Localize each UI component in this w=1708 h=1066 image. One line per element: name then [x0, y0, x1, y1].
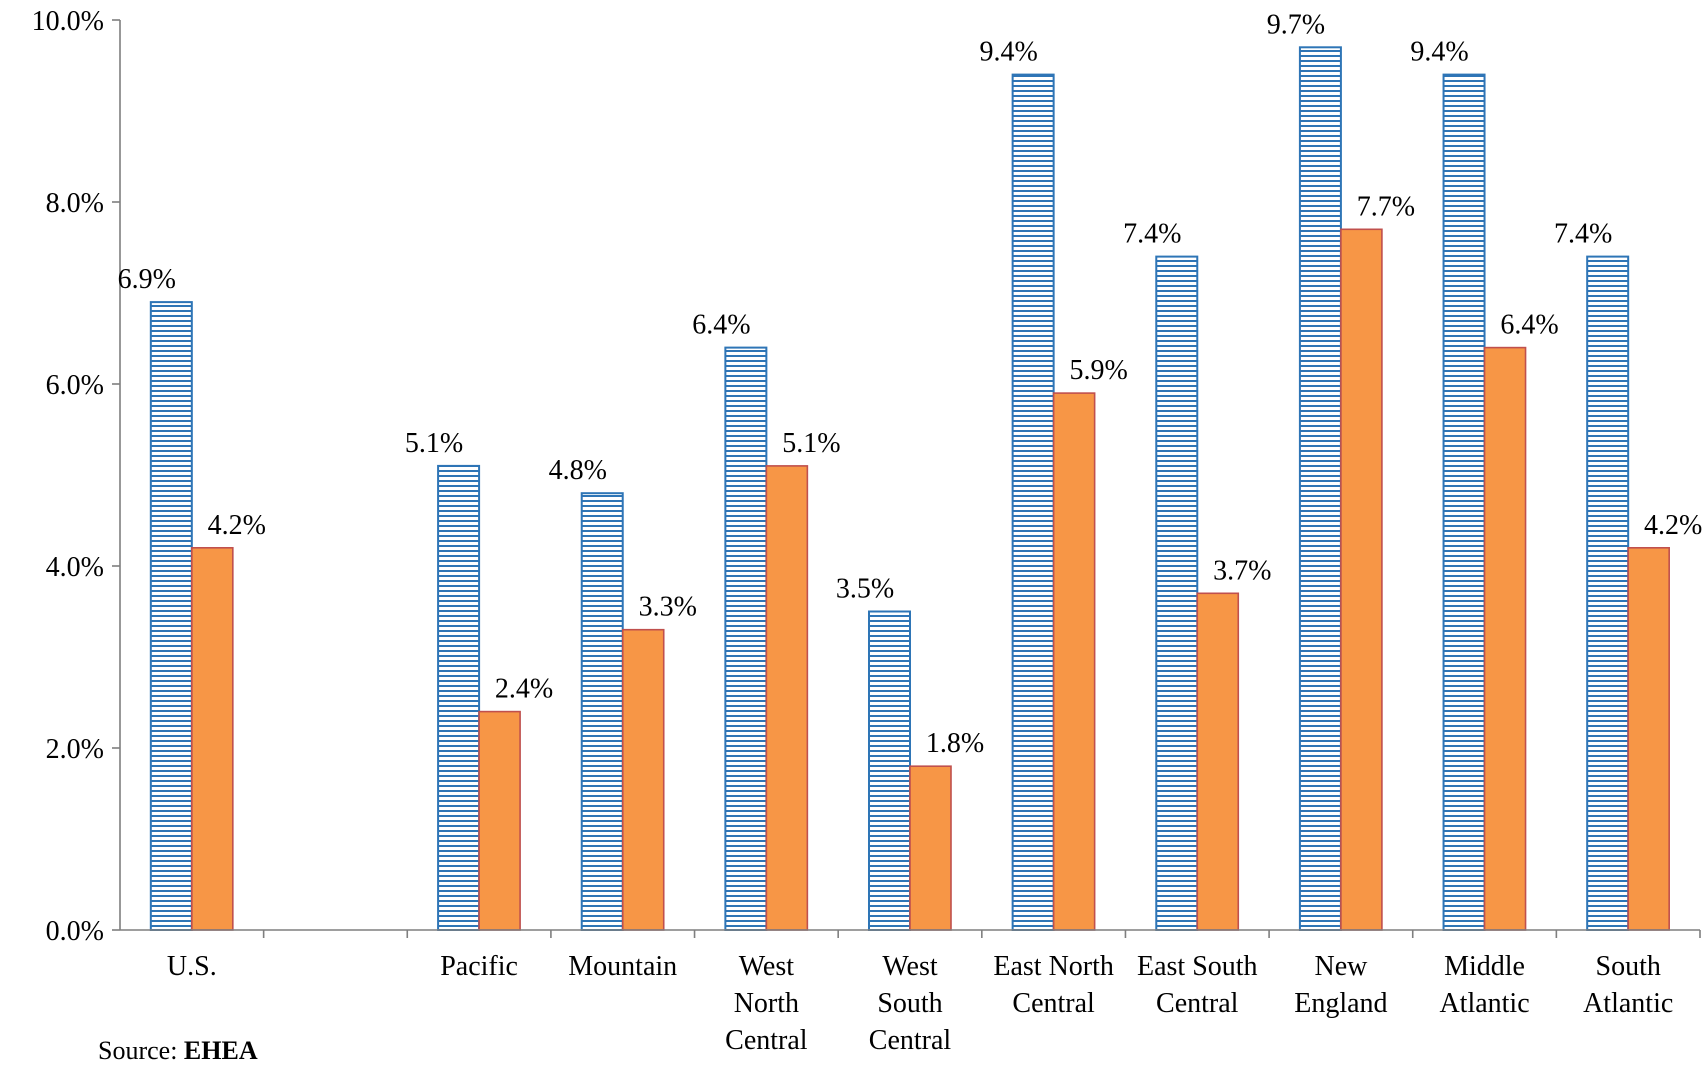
bar-series-1: [868, 610, 911, 931]
bar-series-1: [149, 301, 193, 932]
bar-data-label: 1.8%: [926, 728, 984, 759]
bar-series-2: [765, 465, 809, 931]
bar-series-1: [1298, 46, 1342, 932]
bar-data-label: 7.4%: [1554, 219, 1612, 250]
bar-data-label: 3.7%: [1213, 555, 1271, 586]
bar-series-2: [1483, 346, 1527, 931]
bar-data-label: 4.2%: [1644, 510, 1702, 541]
bar-data-label: 7.7%: [1357, 191, 1415, 222]
source-name: EHEA: [183, 1036, 258, 1065]
bar-series-1: [724, 346, 768, 932]
bar-data-label: 9.7%: [1267, 9, 1325, 40]
bar-data-label: 3.5%: [836, 574, 894, 605]
x-category-label: Central: [1156, 988, 1239, 1019]
bar-data-label: 4.2%: [208, 510, 266, 541]
bar-series-2: [621, 628, 665, 931]
bar-series-1: [437, 464, 481, 931]
bar-data-label: 7.4%: [1123, 219, 1181, 250]
x-category-label: U.S.: [167, 951, 217, 982]
x-category-label: South: [877, 988, 942, 1019]
x-category-label: Atlantic: [1583, 988, 1673, 1019]
bar-series-2: [1340, 228, 1383, 931]
source-note: Source: EHEA: [98, 1036, 258, 1066]
x-category-label: West: [882, 951, 938, 982]
bar-data-label: 9.4%: [1410, 37, 1468, 68]
bar-data-label: 9.4%: [979, 37, 1037, 68]
y-tick-label: 4.0%: [46, 552, 104, 583]
x-category-label: England: [1294, 988, 1387, 1019]
x-category-label: Atlantic: [1439, 988, 1529, 1019]
bar-data-label: 3.3%: [639, 592, 697, 623]
bar-series-2: [1052, 392, 1096, 931]
bar-data-label: 6.4%: [1500, 310, 1558, 341]
bar-series-2: [478, 710, 521, 931]
x-category-label: East South: [1137, 951, 1258, 982]
x-category-label: Central: [725, 1025, 808, 1053]
bar-data-label: 6.9%: [118, 264, 176, 295]
x-category-label: Mountain: [568, 951, 677, 982]
bar-series-1: [580, 492, 624, 931]
x-category-label: Central: [869, 1025, 952, 1053]
y-tick-label: 6.0%: [46, 370, 104, 401]
bar-data-label: 2.4%: [495, 674, 553, 705]
y-tick-label: 0.0%: [46, 916, 104, 947]
bar-series-1: [1155, 255, 1199, 932]
bar-series-2: [191, 546, 234, 931]
bar-data-label: 4.8%: [549, 455, 607, 486]
bar-series-1: [1586, 255, 1630, 932]
y-tick-label: 8.0%: [46, 188, 104, 219]
bar-series-2: [1627, 546, 1670, 931]
bar-series-2: [1196, 592, 1240, 931]
bar-data-label: 5.1%: [405, 428, 463, 459]
x-category-label: Central: [1012, 988, 1095, 1019]
bar-series-1: [1442, 73, 1486, 932]
bar-series-2: [909, 765, 952, 931]
bar-data-label: 6.4%: [692, 310, 750, 341]
bar-data-label: 5.1%: [782, 428, 840, 459]
x-category-label: Pacific: [440, 951, 518, 982]
x-category-label: Middle: [1444, 951, 1525, 982]
x-category-label: New: [1314, 951, 1368, 982]
source-prefix: Source:: [98, 1036, 184, 1065]
bar-series-1: [1011, 73, 1055, 932]
y-tick-label: 2.0%: [46, 734, 104, 765]
x-category-label: West: [739, 951, 795, 982]
bar-data-label: 5.9%: [1069, 355, 1127, 386]
y-tick-label: 10.0%: [32, 6, 104, 37]
x-category-label: East North: [993, 951, 1114, 982]
x-category-label: North: [734, 988, 799, 1019]
x-category-label: South: [1596, 951, 1661, 982]
